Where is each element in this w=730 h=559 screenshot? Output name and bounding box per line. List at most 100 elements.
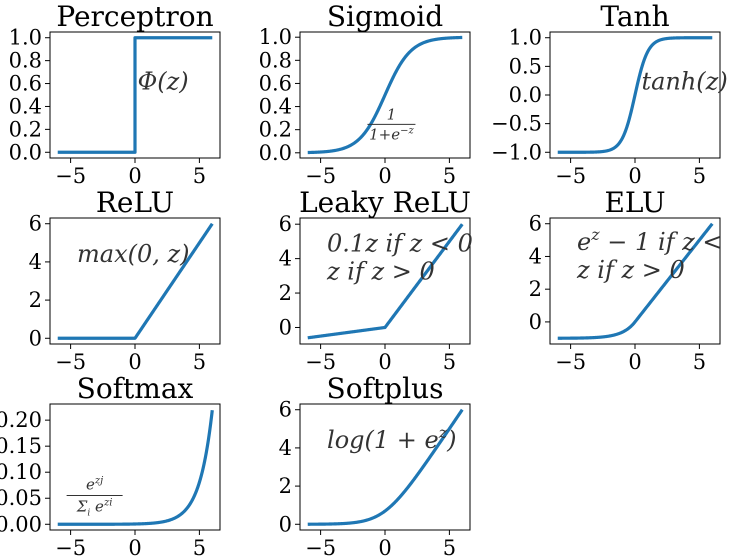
annotation: 11+e−z1/(1+e^(−z)): [367, 105, 416, 143]
annotation: log(1 + ez): [327, 423, 457, 454]
annotation: max(0, z): [77, 240, 190, 268]
annotation-denominator: Σi ezi: [76, 497, 113, 518]
series-line: [556, 36, 714, 154]
y-tick-label: 2: [279, 474, 292, 498]
x-tick-label: 5: [693, 164, 706, 188]
annotation-text: log(1 + ez): [327, 423, 457, 454]
y-tick-label: 0.4: [259, 95, 292, 119]
x-tick-label: 0: [128, 350, 141, 374]
subplot-title: Sigmoid: [327, 0, 443, 33]
y-tick-label: 6: [29, 212, 42, 236]
annotation-denominator: 1+e−z: [369, 125, 414, 143]
annotation-line: 0.1z if z < 0: [327, 230, 473, 258]
x-tick-label: 5: [443, 536, 456, 559]
x-tick-label: 0: [628, 350, 641, 374]
y-tick-label: 0.10: [0, 460, 42, 484]
y-tick-label: 0.2: [9, 117, 42, 141]
y-tick-label: 0.0: [9, 140, 42, 164]
y-tick-label: 0.6: [9, 72, 42, 96]
x-tick-label: 0: [128, 536, 141, 559]
annotation: Φ(z): [138, 67, 189, 95]
subplot-title: ELU: [604, 186, 665, 219]
subplot-title: Softmax: [77, 372, 194, 405]
y-tick-label: 0.15: [0, 434, 42, 458]
y-tick-label: 1.0: [509, 26, 542, 50]
series-line: [306, 35, 464, 155]
x-tick-label: 5: [693, 350, 706, 374]
y-tick-label: 0.4: [9, 94, 42, 118]
x-tick-label: 5: [193, 164, 206, 188]
x-tick-label: 5: [443, 350, 456, 374]
x-tick-label: −5: [305, 164, 336, 188]
annotation: 0.1z if z < 0z if z > 0: [326, 230, 473, 286]
x-tick-label: −5: [305, 350, 336, 374]
y-tick-label: 4: [529, 244, 542, 268]
y-tick-label: 4: [279, 436, 292, 460]
annotation-line: ez − 1 if z < 0: [577, 225, 730, 256]
y-tick-label: 0: [279, 315, 292, 339]
y-tick-label: 6: [529, 212, 542, 236]
subplot-relu: ReLU −5 0 5 0 2 4 6 max(0, z): [29, 186, 221, 374]
annotation-numerator: ezj: [86, 475, 103, 493]
x-tick-label: −5: [305, 536, 336, 559]
subplot-title: ReLU: [96, 186, 174, 219]
subplot-elu: ELU −5 0 5 0 2 4 6 ez − 1 if z < 0z if z > 0: [529, 186, 730, 374]
annotation: ez − 1 if z < 0z if z > 0: [576, 225, 730, 284]
x-tick-label: 0: [378, 350, 391, 374]
subplot-title: Softplus: [327, 372, 444, 405]
x-tick-label: −5: [55, 350, 86, 374]
subplot-perceptron: Perceptron −5 0 5 0.00.20.40.60.81.0 Φ(z): [9, 0, 221, 188]
annotation-line: z if z > 0: [326, 258, 435, 286]
subplot-title: Tanh: [600, 0, 669, 33]
y-tick-label: 0.00: [0, 512, 42, 536]
y-tick-label: −1.0: [491, 140, 542, 164]
y-tick-label: 4: [29, 250, 42, 274]
series-line: [56, 222, 214, 340]
x-tick-label: 5: [193, 350, 206, 374]
axes-frame: [49, 403, 221, 531]
subplot-title: Perceptron: [56, 0, 213, 33]
y-tick-label: 0.0: [259, 141, 292, 165]
series-line: [56, 36, 214, 154]
x-tick-label: −5: [555, 164, 586, 188]
series-line: [306, 223, 464, 340]
annotation-numerator: 1: [387, 105, 397, 123]
x-tick-label: 0: [128, 164, 141, 188]
annotation-text: max(0, z): [77, 240, 190, 268]
y-tick-label: 0.6: [259, 71, 292, 95]
y-tick-label: 2: [529, 277, 542, 301]
x-tick-label: −5: [555, 350, 586, 374]
subplot-softmax: Softmax −5 0 5 0.000.050.100.150.20 ezj Σi ezi…: [0, 372, 221, 559]
y-tick-label: 0.20: [0, 408, 42, 432]
series-line: [556, 222, 714, 340]
series-line: [56, 409, 214, 526]
subplot-tanh: Tanh −5 0 5 −1.0 −0.5 0.0 0.5 1.0 tanh(z): [491, 0, 728, 188]
x-tick-label: −5: [55, 164, 86, 188]
y-tick-label: 0.0: [509, 83, 542, 107]
y-tick-label: 0.05: [0, 486, 42, 510]
y-tick-label: 0: [279, 512, 292, 536]
y-tick-label: 0.2: [259, 118, 292, 142]
annotation-text: tanh(z): [641, 67, 727, 95]
y-tick-label: 2: [279, 281, 292, 305]
x-tick-label: 5: [443, 164, 456, 188]
y-tick-label: 2: [29, 288, 42, 312]
annotation-text: Φ(z): [138, 67, 189, 95]
subplot-sigmoid: Sigmoid−5050.00.20.40.60.81.011+e−z1/(1+…: [259, 0, 471, 188]
y-tick-label: 4: [279, 247, 292, 271]
y-tick-label: 1.0: [9, 26, 42, 50]
subplot-title: Leaky ReLU: [299, 186, 471, 219]
y-tick-label: 0.8: [9, 49, 42, 73]
x-tick-label: 0: [628, 164, 641, 188]
y-tick-label: 6: [279, 212, 292, 236]
y-tick-label: 1.0: [259, 25, 292, 49]
y-tick-label: −0.5: [491, 112, 542, 136]
x-tick-label: −5: [55, 536, 86, 559]
annotation-line: z if z > 0: [576, 256, 685, 284]
series-line: [306, 408, 464, 526]
subplot-leaky-relu: Leaky ReLU −5 0 5 0 2 4 6 0.1z if z < 0z if z > …: [279, 186, 473, 374]
y-tick-label: 0: [29, 326, 42, 350]
y-tick-label: 6: [279, 398, 292, 422]
